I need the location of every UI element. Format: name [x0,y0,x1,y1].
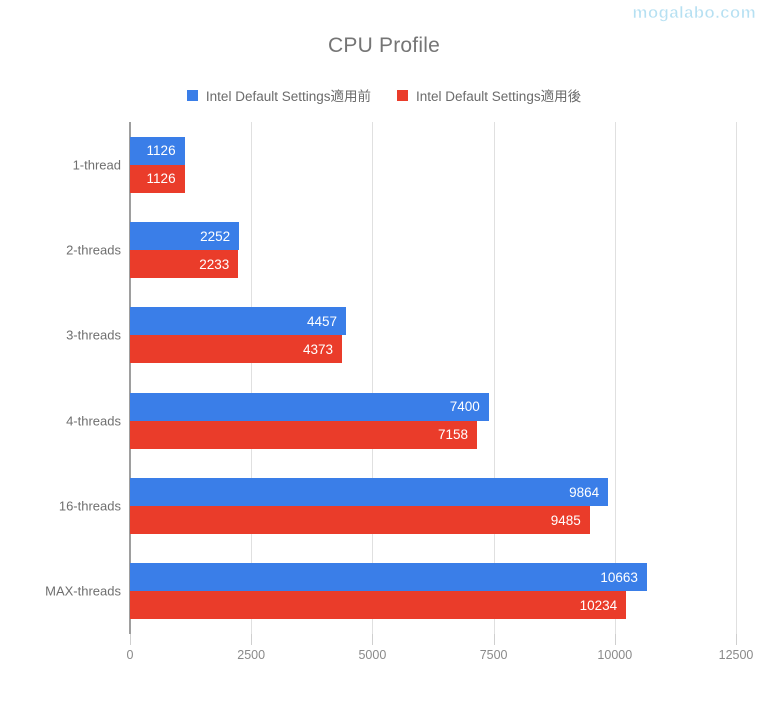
bar[interactable]: 4457 [130,307,347,336]
x-axis-tick [736,634,737,645]
legend-label: Intel Default Settings適用後 [416,89,582,104]
bar-row: 2252 [130,222,736,250]
x-axis-tick [372,634,374,645]
bar-row: 4373 [130,335,736,364]
x-axis-tick-label: 7500 [479,648,508,662]
bar[interactable]: 4373 [130,335,342,364]
y-axis-category-label: 2-threads [66,242,121,258]
bar-group: 2-threads 2252 2233 [66,222,736,278]
bar-row: 9485 [130,506,736,534]
y-axis-category-label: 3-threads [66,327,121,343]
bar-value-label: 7400 [449,399,480,415]
bar-value-label: 9864 [569,484,600,500]
x-gridline [493,122,495,634]
bar[interactable]: 9485 [130,506,590,534]
legend-swatch-icon [397,89,408,101]
bar-row: 4457 [130,307,736,336]
bar-value-label: 10234 [579,597,618,613]
x-axis-tick-label: 5000 [358,648,387,662]
bar-value-label: 4457 [307,313,338,329]
y-axis-category-label: MAX-threads [45,583,121,599]
y-axis-category-label: 4-threads [66,413,121,429]
legend-label: Intel Default Settings適用前 [205,89,371,104]
bar-value-label: 7158 [437,427,469,443]
chart-legend: Intel Default Settings適用前 Intel Default S… [0,85,768,105]
legend-item[interactable]: Intel Default Settings適用後 [397,85,581,105]
bar[interactable]: 2233 [130,250,239,278]
bar-row: 7400 [130,392,736,421]
bar-group: 4-threads 7400 7158 [66,392,736,449]
bar[interactable]: 2252 [130,222,240,250]
bar-value-label: 10663 [600,569,638,585]
bar-row: 2233 [130,250,736,278]
bar[interactable]: 7400 [130,392,489,421]
y-axis-category-label: 16-threads [58,498,121,514]
bar-row: 1126 [130,136,736,165]
bar-value-label: 2233 [199,256,230,272]
x-axis-tick-label: 0 [126,648,134,662]
bar[interactable]: 9864 [130,478,609,506]
bar[interactable]: 7158 [130,420,478,449]
bar-value-label: 1126 [146,171,176,187]
bar-value-label: 9485 [550,512,581,528]
chart-title: CPU Profile [328,34,440,57]
y-axis-category-label: 1-thread [72,157,121,173]
bar-group: MAX-threads 10663 10234 [45,563,736,620]
bar[interactable]: 1126 [130,164,185,193]
x-gridline [736,122,737,634]
bar-group: 3-threads 4457 4373 [66,307,736,364]
x-axis-tick-label: 2500 [237,648,266,662]
bar-value-label: 1126 [146,143,176,159]
x-axis-tick [493,634,495,645]
x-gridline [251,122,253,634]
x-gridline [372,122,374,634]
plot-area: 0 2500 5000 7500 10000 12500 1-thread 1126 1126 2… [45,122,753,662]
bar-value-label: 2252 [200,228,231,244]
legend-item[interactable]: Intel Default Settings適用前 [186,85,371,105]
y-axis-line [129,122,131,634]
x-axis-tick-label: 12500 [718,648,754,662]
bar[interactable]: 10234 [130,591,627,620]
bar-group: 1-thread 1126 1126 [73,136,736,193]
bar[interactable]: 10663 [130,563,647,592]
x-axis-tick [130,634,131,645]
bar-row: 10663 [130,563,736,592]
legend-swatch-icon [186,89,198,101]
bar-row: 10234 [130,591,736,620]
x-axis-tick-label: 10000 [597,648,633,662]
bar-row: 7158 [130,420,736,449]
x-axis-tick [251,634,253,645]
bar-value-label: 4373 [302,341,333,357]
bar[interactable]: 1126 [130,136,185,165]
x-axis-tick [614,634,616,645]
x-gridline [614,122,616,634]
bar-row: 9864 [130,478,736,506]
bar-group: 16-threads 9864 9485 [59,478,736,534]
site-watermark: mogalabo.com [632,3,756,23]
bar-row: 1126 [130,164,736,193]
